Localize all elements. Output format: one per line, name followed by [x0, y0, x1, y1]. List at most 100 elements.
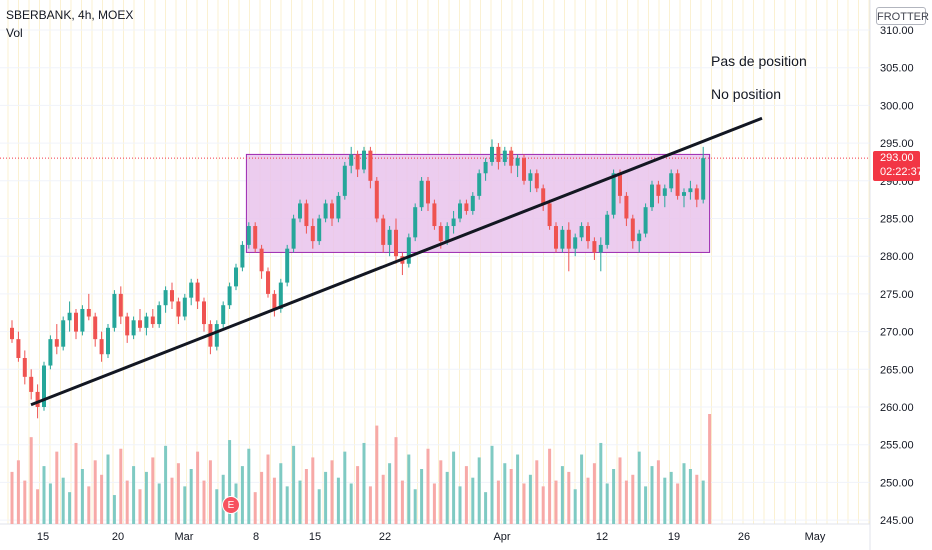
volume-bar	[477, 457, 481, 524]
volume-bar	[362, 442, 366, 524]
candle	[534, 169, 539, 193]
candle	[336, 192, 341, 223]
volume-indicator-label[interactable]: Vol	[6, 26, 23, 40]
y-tick-label: 250.00	[880, 477, 914, 489]
candle	[586, 222, 590, 249]
candle	[138, 308, 142, 332]
candle	[259, 244, 264, 279]
candle	[80, 305, 85, 336]
y-tick-label: 285.00	[880, 214, 914, 226]
x-tick-label: May	[805, 531, 826, 543]
candle	[291, 214, 296, 253]
volume-bar	[605, 483, 609, 524]
candle	[240, 241, 245, 272]
candle	[637, 229, 642, 253]
candle	[470, 192, 475, 215]
volume-bar	[279, 463, 283, 524]
candle	[701, 146, 706, 204]
volume-bar	[324, 471, 328, 524]
candle	[214, 320, 219, 351]
volume-bar	[669, 471, 673, 524]
candle	[682, 188, 686, 208]
candle	[330, 199, 334, 227]
candle	[528, 169, 533, 193]
candle	[496, 143, 501, 170]
volume-bar	[343, 451, 347, 524]
x-tick-label: 22	[379, 531, 391, 543]
note-english: No position	[711, 86, 782, 102]
trend-line[interactable]	[30, 116, 763, 407]
volume-bar	[93, 460, 97, 524]
candle	[522, 154, 526, 185]
candle	[246, 222, 251, 249]
volume-bar	[496, 480, 500, 524]
volume-bar	[471, 477, 475, 524]
last-price-value: 293.00	[880, 152, 914, 164]
x-tick-label: Mar	[175, 531, 194, 543]
volume-bar	[336, 477, 340, 524]
volume-bar	[503, 463, 507, 524]
volume-bar	[688, 469, 692, 524]
earnings-event-icon[interactable]: E	[222, 496, 240, 514]
volume-bar	[119, 448, 123, 524]
candle	[688, 180, 693, 200]
volume-bar	[157, 483, 161, 524]
candle	[362, 146, 366, 174]
volume-bar	[458, 486, 462, 524]
volume-bar	[253, 492, 257, 524]
volume-bar	[541, 486, 545, 524]
candle	[157, 301, 162, 328]
candle	[374, 177, 379, 223]
volume-bar	[695, 474, 699, 524]
candle	[16, 331, 21, 362]
volume-bar	[701, 480, 705, 524]
candle	[86, 293, 91, 321]
candle	[342, 161, 347, 200]
candle	[99, 331, 104, 362]
note-french: Pas de position	[711, 53, 807, 69]
candle	[490, 139, 494, 166]
volume-bar	[304, 469, 308, 524]
volume-bar	[439, 460, 443, 524]
candle	[93, 312, 98, 347]
volume-bar	[522, 483, 526, 524]
volume-bar	[663, 477, 667, 524]
volume-bar	[144, 471, 148, 524]
volume-bar	[420, 469, 424, 524]
volume-bar	[36, 489, 40, 524]
candle	[656, 180, 661, 204]
volume-bar	[624, 480, 628, 524]
candle	[272, 290, 277, 317]
volume-bar	[413, 489, 417, 524]
scale-badge[interactable]: FROTTER	[876, 7, 929, 25]
candle	[477, 169, 482, 200]
volume-bar	[112, 495, 116, 524]
volume-bar	[375, 425, 379, 524]
volume-bar	[164, 445, 168, 524]
volume-bar	[368, 486, 372, 524]
x-tick-label: 20	[112, 531, 124, 543]
candle	[419, 177, 424, 211]
candle	[189, 278, 194, 306]
candle	[22, 350, 27, 385]
volume-bar	[16, 460, 20, 524]
volume-bar	[407, 454, 411, 524]
volume-bar	[260, 471, 264, 524]
x-tick-label: 19	[668, 531, 680, 543]
volume-bar	[208, 460, 212, 524]
y-tick-label: 260.00	[880, 402, 914, 414]
x-tick-label: 8	[253, 531, 259, 543]
volume-bar	[170, 477, 174, 524]
candle	[560, 226, 565, 253]
volume-bar	[567, 471, 571, 524]
candle	[573, 233, 578, 257]
candle	[483, 158, 488, 181]
volume-bar	[349, 483, 353, 524]
volume-bar	[432, 483, 436, 524]
candle	[694, 184, 699, 208]
candle	[630, 214, 635, 249]
volume-bar	[330, 460, 334, 524]
volume-bar	[23, 480, 27, 524]
volume-bar	[592, 463, 596, 524]
